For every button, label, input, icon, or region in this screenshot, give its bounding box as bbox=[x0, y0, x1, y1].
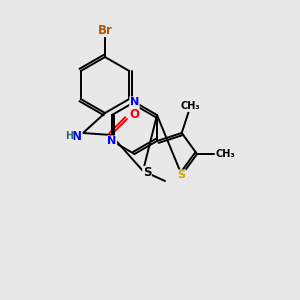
Text: H: H bbox=[65, 131, 73, 141]
Text: N: N bbox=[72, 130, 82, 142]
Text: CH₃: CH₃ bbox=[181, 101, 200, 111]
Text: N: N bbox=[130, 97, 139, 107]
Text: O: O bbox=[129, 107, 139, 121]
Text: N: N bbox=[107, 136, 117, 146]
Text: Br: Br bbox=[98, 23, 112, 37]
Text: S: S bbox=[143, 167, 151, 179]
Text: CH₃: CH₃ bbox=[215, 149, 235, 159]
Text: S: S bbox=[178, 170, 186, 180]
